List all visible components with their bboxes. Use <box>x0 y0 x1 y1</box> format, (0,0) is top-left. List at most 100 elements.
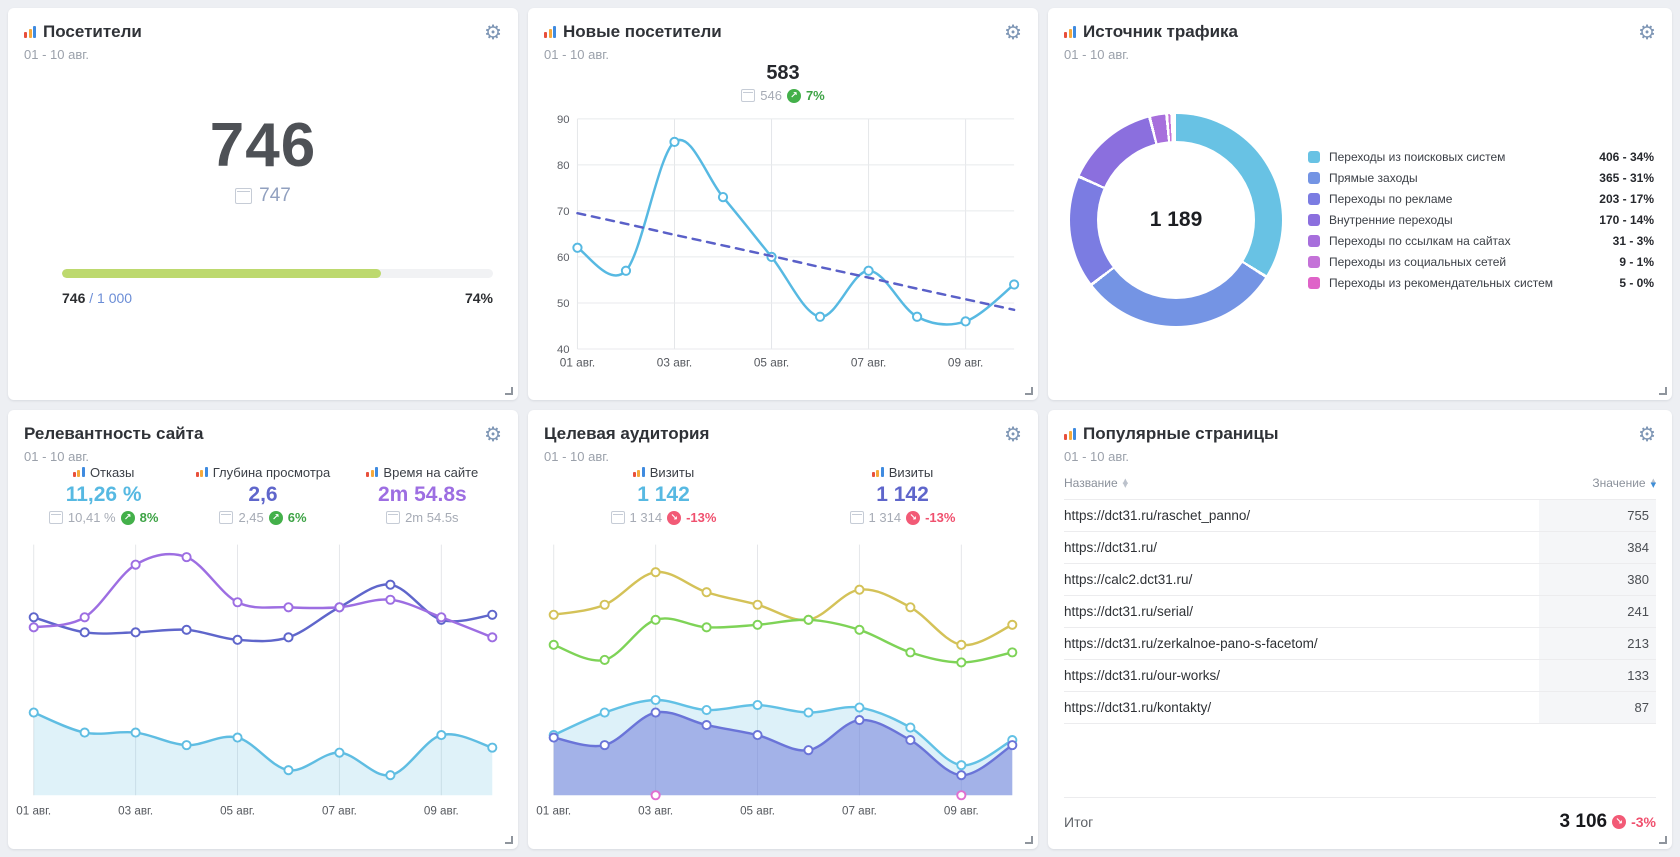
metric-value: 1 142 <box>544 483 783 507</box>
svg-text:05 авг.: 05 авг. <box>754 356 789 370</box>
metric-label-text: Время на сайте <box>383 465 478 480</box>
table-row[interactable]: https://dct31.ru/384 <box>1064 531 1656 563</box>
settings-gear-icon[interactable]: ⚙ <box>1638 424 1656 444</box>
page-value: 213 <box>1539 628 1656 659</box>
table-row[interactable]: https://dct31.ru/our-works/133 <box>1064 659 1656 691</box>
resize-handle-icon[interactable] <box>505 836 513 844</box>
visitors-count: 746 <box>210 110 316 181</box>
table-row[interactable]: https://dct31.ru/raschet_panno/755 <box>1064 499 1656 531</box>
delta-up-icon: ↗ <box>121 511 135 525</box>
svg-text:01 авг.: 01 авг. <box>536 805 571 818</box>
metric: Глубина просмотра2,62,45↗6% <box>183 464 342 525</box>
card-title: Посетители <box>24 22 142 42</box>
legend-swatch <box>1308 277 1320 289</box>
resize-handle-icon[interactable] <box>1659 387 1667 395</box>
metric-value: 2,6 <box>183 483 342 507</box>
table-header: Название ▲▼ Значение ▲▼ <box>1064 470 1656 499</box>
card-title-text: Новые посетители <box>563 22 722 42</box>
metric-value: 1 142 <box>783 483 1022 507</box>
legend-value: 203 - 17% <box>1589 192 1654 206</box>
legend-value: 31 - 3% <box>1603 234 1654 248</box>
delta-value: 8% <box>140 510 159 525</box>
page-value: 755 <box>1539 500 1656 531</box>
card-header: Новые посетители 01 - 10 авг. ⚙ <box>544 22 1022 62</box>
metric-previous-row: 10,41 %↗8% <box>24 510 183 525</box>
settings-gear-icon[interactable]: ⚙ <box>1004 22 1022 42</box>
date-range: 01 - 10 авг. <box>24 449 203 464</box>
calendar-icon <box>850 511 864 524</box>
page-url: https://dct31.ru/serial/ <box>1064 596 1539 627</box>
delta-value: -13% <box>925 510 955 525</box>
resize-handle-icon[interactable] <box>1025 836 1033 844</box>
legend-label: Переходы из социальных сетей <box>1329 255 1506 269</box>
date-range: 01 - 10 авг. <box>544 449 709 464</box>
card-header: Релевантность сайта 01 - 10 авг. ⚙ <box>24 424 502 464</box>
sort-icon-active-desc: ▲▼ <box>1651 479 1656 488</box>
pages-table: Название ▲▼ Значение ▲▼ https://dct31.ru… <box>1064 470 1656 835</box>
previous-period-value: 1 314 <box>630 510 663 525</box>
column-header-value-label: Значение <box>1592 476 1645 490</box>
previous-period-row: 546 ↗ 7% <box>544 88 1022 103</box>
card-title: Популярные страницы <box>1064 424 1278 444</box>
legend-item: Внутренние переходы 170 - 14% <box>1308 213 1654 227</box>
legend-swatch <box>1308 193 1320 205</box>
delta-up-icon: ↗ <box>787 89 801 103</box>
previous-period-value: 1 314 <box>869 510 902 525</box>
mini-barchart-icon <box>544 26 556 38</box>
metrics-row: Отказы11,26 %10,41 %↗8%Глубина просмотра… <box>24 464 502 525</box>
metric-value: 2m 54.8s <box>343 483 502 507</box>
card-title-text: Посетители <box>43 22 142 42</box>
svg-text:03 авг.: 03 авг. <box>657 356 692 370</box>
column-header-value[interactable]: Значение ▲▼ <box>1592 476 1656 490</box>
calendar-icon <box>219 511 233 524</box>
svg-text:07 авг.: 07 авг. <box>842 805 877 818</box>
legend-value: 170 - 14% <box>1589 213 1654 227</box>
page-value: 380 <box>1539 564 1656 595</box>
delta-value: 7% <box>806 88 825 103</box>
delta-value: 6% <box>288 510 307 525</box>
table-row[interactable]: https://dct31.ru/serial/241 <box>1064 595 1656 627</box>
previous-period-value: 546 <box>760 88 782 103</box>
settings-gear-icon[interactable]: ⚙ <box>1004 424 1022 444</box>
table-row[interactable]: https://dct31.ru/zerkalnoe-pano-s-faceto… <box>1064 627 1656 659</box>
settings-gear-icon[interactable]: ⚙ <box>1638 22 1656 42</box>
metric-previous-row: 1 314↘-13% <box>544 510 783 525</box>
progress-fraction: 746 / 1 000 <box>62 290 132 306</box>
svg-text:50: 50 <box>557 298 570 310</box>
svg-text:90: 90 <box>557 114 570 126</box>
svg-text:03 авг.: 03 авг. <box>638 805 673 818</box>
delta-down-icon: ↘ <box>1612 815 1626 829</box>
legend-swatch <box>1308 235 1320 247</box>
settings-gear-icon[interactable]: ⚙ <box>484 424 502 444</box>
progress-track <box>62 269 493 278</box>
total-delta: -3% <box>1631 814 1656 830</box>
metric-label-text: Визиты <box>889 465 933 480</box>
svg-text:09 авг.: 09 авг. <box>948 356 983 370</box>
legend-label: Переходы из рекомендательных систем <box>1329 276 1553 290</box>
page-url: https://calc2.dct31.ru/ <box>1064 564 1539 595</box>
legend-item: Переходы из рекомендательных систем 5 - 0… <box>1308 276 1654 290</box>
table-row[interactable]: https://dct31.ru/kontakty/87 <box>1064 691 1656 724</box>
resize-handle-icon[interactable] <box>1025 387 1033 395</box>
page-url: https://dct31.ru/zerkalnoe-pano-s-faceto… <box>1064 628 1539 659</box>
table-row[interactable]: https://calc2.dct31.ru/380 <box>1064 563 1656 595</box>
table-footer: Итог 3 106 ↘ -3% <box>1064 797 1656 835</box>
metrics-row: Визиты1 1421 314↘-13%Визиты1 1421 314↘-1… <box>544 464 1022 525</box>
card-header: Целевая аудитория 01 - 10 авг. ⚙ <box>544 424 1022 464</box>
mini-barchart-icon <box>633 467 645 477</box>
page-value: 87 <box>1539 692 1656 723</box>
legend-label: Прямые заходы <box>1329 171 1418 185</box>
relevance-line-chart: 01 авг.03 авг.05 авг.07 авг.09 авг. <box>24 531 502 835</box>
resize-handle-icon[interactable] <box>1659 836 1667 844</box>
total-label: Итог <box>1064 814 1093 830</box>
page-url: https://dct31.ru/ <box>1064 532 1539 563</box>
settings-gear-icon[interactable]: ⚙ <box>484 22 502 42</box>
mini-barchart-icon <box>196 467 208 477</box>
new-visitors-summary: 583 546 ↗ 7% <box>544 62 1022 103</box>
resize-handle-icon[interactable] <box>505 387 513 395</box>
svg-text:60: 60 <box>557 252 570 264</box>
mini-barchart-icon <box>366 467 378 477</box>
legend-label: Внутренние переходы <box>1329 213 1453 227</box>
legend-value: 5 - 0% <box>1609 276 1654 290</box>
column-header-name[interactable]: Название ▲▼ <box>1064 476 1128 490</box>
